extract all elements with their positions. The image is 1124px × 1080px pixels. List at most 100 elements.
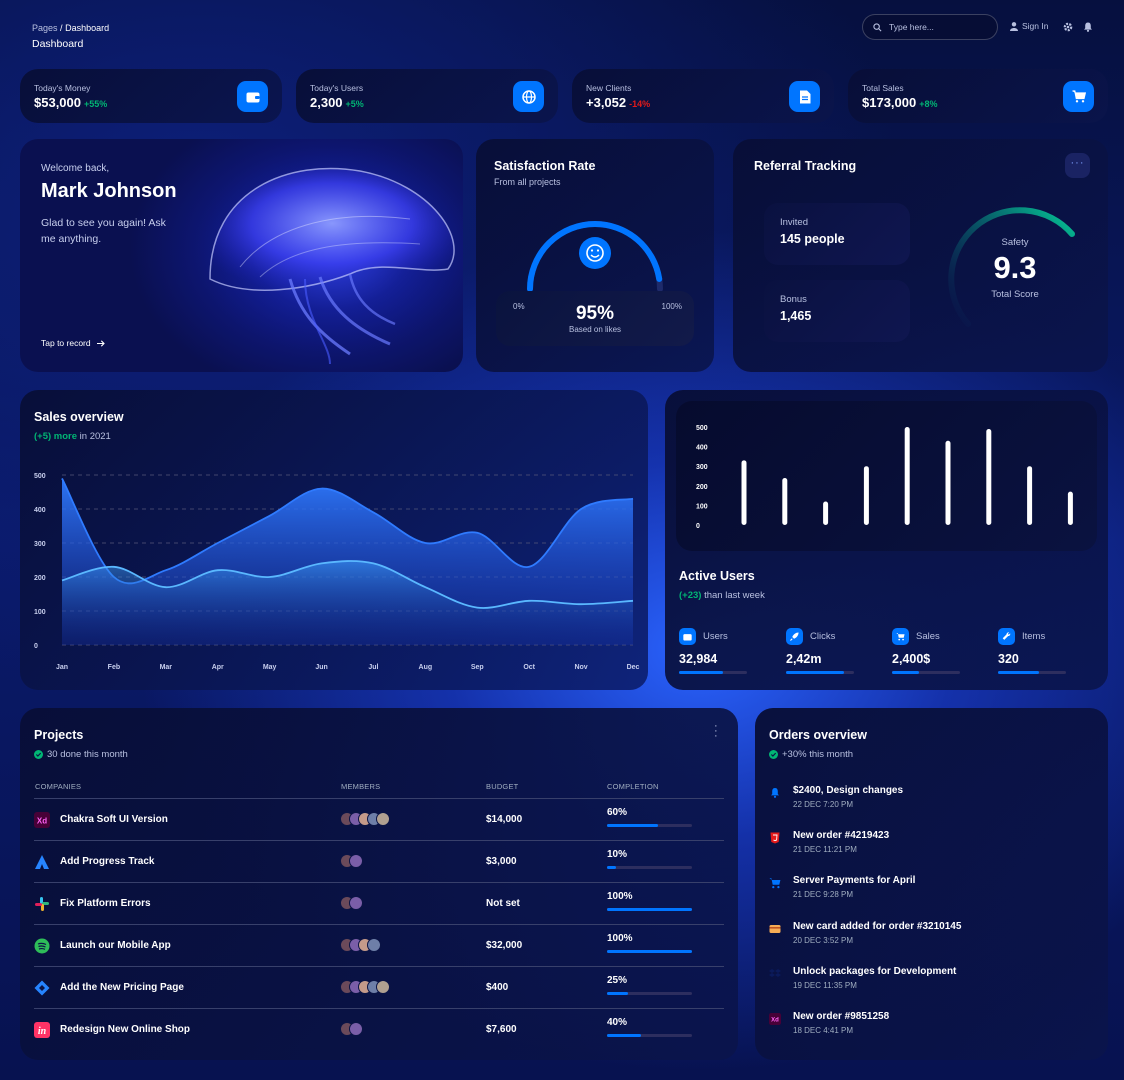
table-row[interactable]: Add Progress Track $3,000 10% bbox=[34, 840, 724, 882]
stat-value: 2,300 +5% bbox=[310, 95, 364, 110]
x-tick-label: Dec bbox=[627, 664, 640, 671]
completion-progress-track bbox=[607, 1034, 692, 1037]
y-tick-label: 500 bbox=[34, 473, 46, 480]
breadcrumb-parent[interactable]: Pages bbox=[32, 23, 58, 33]
table-row[interactable]: Add the New Pricing Page $400 25% bbox=[34, 966, 724, 1008]
table-row[interactable]: in Redesign New Online Shop $7,600 40% bbox=[34, 1008, 724, 1050]
active-users-stat-clicks: Clicks 2,42m bbox=[786, 628, 876, 674]
x-tick-label: Feb bbox=[108, 664, 120, 671]
safety-gauge bbox=[948, 207, 1075, 327]
orders-subtitle: +30% this month bbox=[769, 749, 853, 760]
bar bbox=[863, 466, 869, 525]
search-input[interactable] bbox=[889, 22, 989, 32]
avatar[interactable] bbox=[349, 896, 363, 910]
project-completion: 40% bbox=[607, 1017, 628, 1028]
table-row[interactable]: Fix Platform Errors Not set 100% bbox=[34, 882, 724, 924]
project-budget: $400 bbox=[486, 982, 509, 993]
y-tick-label: 300 bbox=[34, 541, 46, 548]
search-box[interactable] bbox=[862, 14, 998, 40]
column-header-companies: COMPANIES bbox=[35, 782, 82, 791]
slack-icon bbox=[34, 896, 50, 912]
order-title: Server Payments for April bbox=[793, 875, 916, 887]
dropbox-icon bbox=[769, 967, 781, 979]
active-users-stat-users: Users 32,984 bbox=[679, 628, 769, 674]
bell-icon[interactable] bbox=[1082, 21, 1094, 33]
stat-card-clients: New Clients +3,052 -14% bbox=[572, 69, 834, 123]
invited-value: 145 people bbox=[780, 232, 845, 246]
table-row[interactable]: Xd Chakra Soft UI Version $14,000 60% bbox=[34, 798, 724, 840]
stat-card-sales: Total Sales $173,000 +8% bbox=[848, 69, 1108, 123]
sales-area-chart: 0 100 200 300 400 500 Jan Feb Mar Apr May Jun Jul Aug… bbox=[34, 473, 640, 671]
stat-value: $53,000 +55% bbox=[34, 95, 108, 110]
stat-progress-fill bbox=[679, 671, 724, 674]
order-title: $2400, Design changes bbox=[793, 785, 904, 796]
column-header-budget: BUDGET bbox=[486, 782, 519, 791]
y-tick-label: 200 bbox=[696, 484, 708, 491]
satisfaction-title: Satisfaction Rate bbox=[494, 159, 596, 173]
safety-label: Safety bbox=[1001, 237, 1029, 248]
avatar[interactable] bbox=[349, 1022, 363, 1036]
gear-icon[interactable] bbox=[1062, 21, 1074, 33]
breadcrumb-separator: / bbox=[60, 23, 63, 33]
completion-progress-fill bbox=[607, 908, 692, 911]
satisfaction-value: 95% bbox=[575, 303, 615, 324]
series-secondary-area bbox=[62, 561, 633, 645]
x-tick-label: Jun bbox=[315, 664, 327, 671]
y-tick-label: 300 bbox=[696, 464, 708, 471]
order-title: New order #9851258 bbox=[793, 1011, 890, 1022]
sales-overview-title: Sales overview bbox=[34, 410, 124, 424]
cart-icon bbox=[769, 876, 781, 889]
project-completion: 25% bbox=[607, 975, 628, 986]
stat-icon-box bbox=[1063, 81, 1094, 112]
active-users-stat-items: Items 320 bbox=[998, 628, 1088, 674]
x-tick-label: Jul bbox=[368, 664, 378, 671]
completion-progress-fill bbox=[607, 950, 692, 953]
sales-overview-subtitle: (+5) more in 2021 bbox=[34, 431, 111, 442]
bell-icon bbox=[769, 786, 781, 798]
cart-icon bbox=[896, 632, 905, 641]
avatar[interactable] bbox=[367, 938, 381, 952]
completion-progress-fill bbox=[607, 866, 616, 869]
avatar[interactable] bbox=[376, 812, 390, 826]
wallet-icon bbox=[683, 633, 692, 641]
stat-value: 320 bbox=[998, 652, 1019, 666]
stat-progress-track bbox=[998, 671, 1066, 674]
bar bbox=[741, 460, 747, 525]
avatar[interactable] bbox=[376, 980, 390, 994]
project-budget: $32,000 bbox=[486, 940, 523, 951]
project-members bbox=[340, 812, 390, 826]
sign-in-label: Sign In bbox=[1022, 21, 1049, 31]
project-members bbox=[340, 854, 363, 868]
stat-label: Total Sales bbox=[862, 83, 904, 93]
project-completion: 100% bbox=[607, 933, 633, 944]
project-completion: 60% bbox=[607, 807, 628, 818]
jellyfish-illustration bbox=[195, 149, 463, 365]
sign-in-link[interactable]: Sign In bbox=[1010, 21, 1048, 31]
y-tick-label: 0 bbox=[34, 643, 38, 650]
active-users-bar-chart-box: 0 100 200 300 400 500 bbox=[676, 401, 1097, 551]
bonus-label: Bonus bbox=[780, 294, 807, 305]
orders-title: Orders overview bbox=[769, 728, 867, 742]
breadcrumb-current: Dashboard bbox=[65, 23, 110, 33]
project-name: Launch our Mobile App bbox=[60, 940, 171, 951]
projects-card: Projects 30 done this month · · · COMPANIE… bbox=[20, 708, 738, 1060]
projects-menu-button[interactable]: · · · bbox=[714, 720, 718, 742]
order-title: Unlock packages for Development bbox=[793, 965, 957, 977]
stat-progress-track bbox=[892, 671, 960, 674]
gauge-min-label: 0% bbox=[513, 302, 525, 311]
svg-text:in: in bbox=[38, 1026, 47, 1037]
completion-progress-fill bbox=[607, 992, 629, 995]
tap-to-record-link[interactable]: Tap to record bbox=[41, 338, 105, 348]
order-title: New order #4219423 bbox=[793, 830, 890, 842]
x-tick-label: Sep bbox=[471, 664, 484, 671]
svg-text:Xd: Xd bbox=[771, 1018, 779, 1024]
more-options-button[interactable]: ··· bbox=[1065, 153, 1090, 178]
active-users-card: 0 100 200 300 400 500 Active Users (+23) than… bbox=[665, 390, 1108, 690]
project-members bbox=[340, 1022, 363, 1036]
welcome-card: Welcome back, Mark Johnson Glad to see y… bbox=[20, 139, 463, 372]
completion-progress-fill bbox=[607, 1034, 641, 1037]
tap-to-record-label: Tap to record bbox=[41, 338, 91, 348]
avatar[interactable] bbox=[349, 854, 363, 868]
table-row[interactable]: Launch our Mobile App $32,000 100% bbox=[34, 924, 724, 966]
stat-label: Clicks bbox=[810, 631, 836, 642]
